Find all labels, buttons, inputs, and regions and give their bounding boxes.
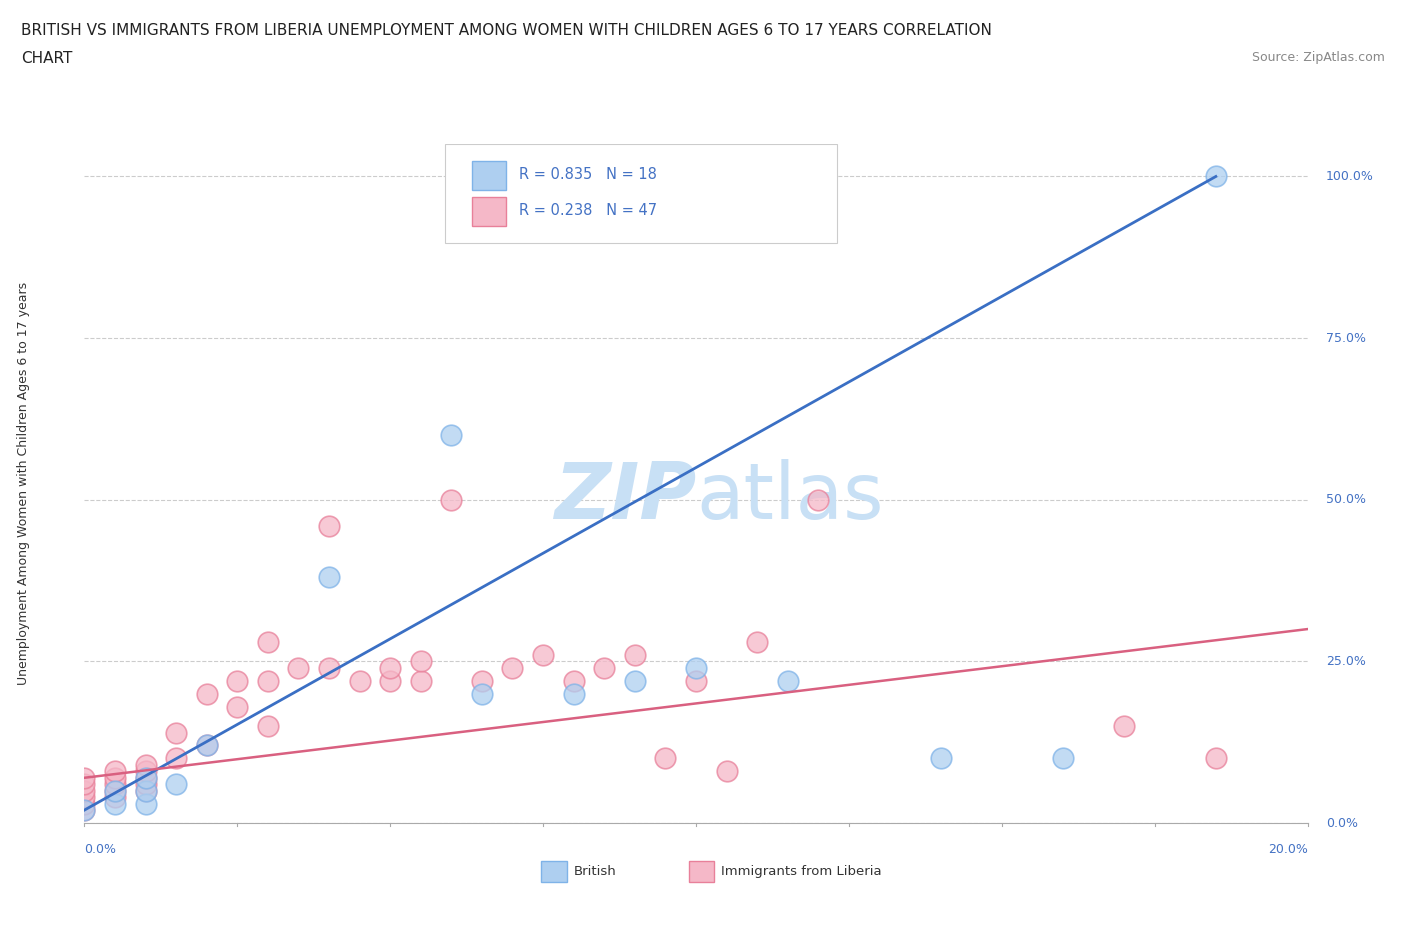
Text: CHART: CHART [21, 51, 73, 66]
Point [135, 757, 157, 772]
Text: 25.0%: 25.0% [1326, 655, 1365, 668]
Point [380, 673, 402, 688]
Point [104, 790, 127, 804]
Point [104, 777, 127, 791]
Point [287, 660, 309, 675]
Point [195, 686, 218, 701]
Point [562, 686, 585, 701]
Text: Unemployment Among Women with Children Ages 6 to 17 years: Unemployment Among Women with Children A… [17, 282, 30, 685]
Point [73, 790, 96, 804]
Text: 20.0%: 20.0% [1268, 843, 1308, 856]
Point [624, 647, 647, 662]
Point [654, 751, 676, 765]
Point [318, 518, 340, 533]
Point [104, 764, 127, 778]
Text: R = 0.835   N = 18: R = 0.835 N = 18 [519, 167, 657, 182]
Text: Immigrants from Liberia: Immigrants from Liberia [721, 865, 882, 878]
Text: R = 0.238   N = 47: R = 0.238 N = 47 [519, 203, 657, 219]
Point [440, 428, 463, 443]
Text: ZIP: ZIP [554, 459, 696, 535]
Point [73, 803, 96, 817]
Point [471, 686, 494, 701]
Text: 0.0%: 0.0% [84, 843, 117, 856]
Point [502, 660, 524, 675]
Point [165, 725, 187, 740]
Point [1052, 751, 1074, 765]
Point [257, 673, 280, 688]
Point [104, 770, 127, 785]
Point [776, 673, 799, 688]
Point [624, 673, 647, 688]
Point [747, 634, 769, 649]
Text: 0.0%: 0.0% [1326, 817, 1358, 830]
Point [716, 764, 738, 778]
Point [562, 673, 585, 688]
Point [135, 796, 157, 811]
Text: 100.0%: 100.0% [1326, 170, 1374, 183]
Point [104, 783, 127, 798]
Point [226, 699, 249, 714]
Text: Source: ZipAtlas.com: Source: ZipAtlas.com [1251, 51, 1385, 64]
Point [73, 770, 96, 785]
Point [195, 738, 218, 753]
Point [165, 751, 187, 765]
Point [226, 673, 249, 688]
Point [165, 777, 187, 791]
Point [318, 570, 340, 585]
Point [380, 660, 402, 675]
Point [471, 673, 494, 688]
Point [135, 770, 157, 785]
Point [73, 777, 96, 791]
Point [349, 673, 371, 688]
Point [135, 783, 157, 798]
Text: 50.0%: 50.0% [1326, 493, 1365, 506]
Point [807, 492, 830, 507]
Point [135, 770, 157, 785]
Point [1205, 169, 1227, 184]
Point [195, 738, 218, 753]
Text: 75.0%: 75.0% [1326, 332, 1365, 345]
Point [593, 660, 616, 675]
FancyBboxPatch shape [472, 161, 506, 190]
Point [685, 660, 707, 675]
Point [409, 654, 432, 669]
Point [409, 673, 432, 688]
Text: BRITISH VS IMMIGRANTS FROM LIBERIA UNEMPLOYMENT AMONG WOMEN WITH CHILDREN AGES 6: BRITISH VS IMMIGRANTS FROM LIBERIA UNEMP… [21, 23, 993, 38]
Point [929, 751, 952, 765]
Point [104, 783, 127, 798]
Point [135, 764, 157, 778]
Point [531, 647, 554, 662]
Point [104, 796, 127, 811]
Point [685, 673, 707, 688]
Text: British: British [574, 865, 616, 878]
Point [135, 783, 157, 798]
Point [318, 660, 340, 675]
Point [440, 492, 463, 507]
Point [73, 803, 96, 817]
Point [1205, 751, 1227, 765]
Text: atlas: atlas [696, 459, 883, 535]
Point [257, 634, 280, 649]
FancyBboxPatch shape [446, 144, 837, 243]
Point [73, 796, 96, 811]
FancyBboxPatch shape [472, 197, 506, 226]
Point [135, 777, 157, 791]
Point [73, 783, 96, 798]
Point [257, 719, 280, 734]
Point [1114, 719, 1136, 734]
